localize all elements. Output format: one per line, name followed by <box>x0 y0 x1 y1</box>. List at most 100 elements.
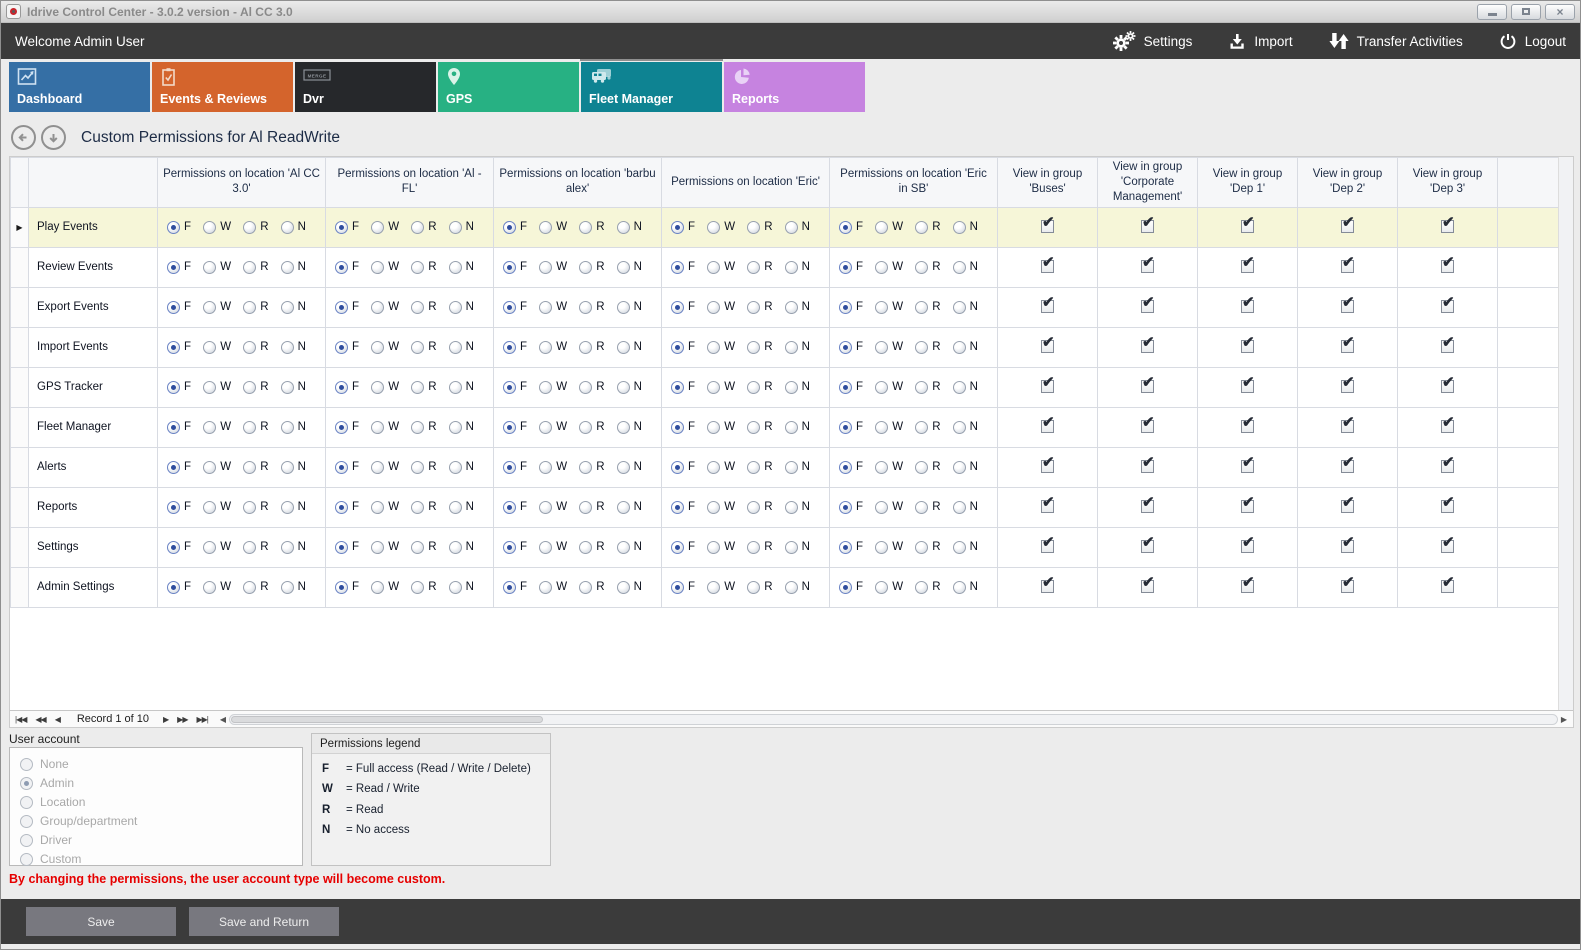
radio-R[interactable] <box>411 420 425 434</box>
radio-N[interactable] <box>616 380 630 394</box>
radio-option-N[interactable]: N <box>784 260 810 274</box>
user-account-option-admin[interactable]: Admin <box>20 776 302 790</box>
radio-F-selected[interactable] <box>335 580 348 594</box>
radio-R[interactable] <box>747 540 761 554</box>
radio-option-N[interactable]: N <box>784 380 810 394</box>
radio-option-W[interactable]: W <box>371 220 399 234</box>
radio-unselected[interactable] <box>20 795 33 809</box>
checkbox-checked[interactable] <box>1441 293 1455 314</box>
radio-F-selected[interactable] <box>167 460 180 474</box>
radio-F-selected[interactable] <box>503 380 516 394</box>
checkbox-checked[interactable] <box>1441 333 1455 354</box>
radio-option-N[interactable]: N <box>280 380 306 394</box>
radio-option-N[interactable]: N <box>952 220 978 234</box>
radio-F-selected[interactable] <box>503 540 516 554</box>
radio-W[interactable] <box>539 380 553 394</box>
radio-option-F[interactable]: F <box>839 300 863 314</box>
checkbox-checked[interactable] <box>1341 533 1355 554</box>
radio-option-N[interactable]: N <box>952 580 978 594</box>
user-account-option-none[interactable]: None <box>20 757 302 771</box>
radio-N[interactable] <box>280 460 294 474</box>
radio-R[interactable] <box>915 300 929 314</box>
radio-W[interactable] <box>707 380 721 394</box>
radio-R[interactable] <box>579 580 593 594</box>
toolbar-action-import[interactable]: Import <box>1228 32 1293 50</box>
radio-W[interactable] <box>203 580 217 594</box>
radio-option-N[interactable]: N <box>616 420 642 434</box>
radio-option-F[interactable]: F <box>503 340 527 354</box>
radio-option-N[interactable]: N <box>280 260 306 274</box>
radio-option-R[interactable]: R <box>579 220 605 234</box>
radio-W[interactable] <box>707 420 721 434</box>
scroll-left-icon[interactable]: ◀ <box>219 714 227 724</box>
radio-option-R[interactable]: R <box>579 300 605 314</box>
radio-option-N[interactable]: N <box>952 460 978 474</box>
radio-R[interactable] <box>747 500 761 514</box>
radio-option-F[interactable]: F <box>839 420 863 434</box>
radio-option-N[interactable]: N <box>616 340 642 354</box>
minimize-button[interactable] <box>1477 3 1507 20</box>
checkbox-checked[interactable] <box>1241 213 1255 234</box>
radio-W[interactable] <box>707 500 721 514</box>
radio-option-R[interactable]: R <box>243 260 269 274</box>
checkbox-checked[interactable] <box>1141 493 1155 514</box>
radio-option-N[interactable]: N <box>784 580 810 594</box>
checkbox-checked[interactable] <box>1141 213 1155 234</box>
radio-W[interactable] <box>203 460 217 474</box>
checkbox-checked[interactable] <box>1441 413 1455 434</box>
radio-R[interactable] <box>579 260 593 274</box>
radio-option-F[interactable]: F <box>839 260 863 274</box>
radio-option-F[interactable]: F <box>503 260 527 274</box>
radio-F-selected[interactable] <box>503 500 516 514</box>
radio-F-selected[interactable] <box>839 460 852 474</box>
radio-W[interactable] <box>707 220 721 234</box>
radio-option-W[interactable]: W <box>539 300 567 314</box>
radio-option-F[interactable]: F <box>503 380 527 394</box>
radio-F-selected[interactable] <box>671 300 684 314</box>
radio-option-W[interactable]: W <box>707 500 735 514</box>
radio-option-W[interactable]: W <box>539 580 567 594</box>
radio-F-selected[interactable] <box>167 300 180 314</box>
radio-N[interactable] <box>784 580 798 594</box>
radio-option-W[interactable]: W <box>539 340 567 354</box>
radio-option-F[interactable]: F <box>671 340 695 354</box>
radio-F-selected[interactable] <box>839 580 852 594</box>
radio-option-R[interactable]: R <box>915 220 941 234</box>
radio-W[interactable] <box>371 300 385 314</box>
scroll-right-icon[interactable]: ▶ <box>1560 714 1567 724</box>
radio-option-R[interactable]: R <box>915 580 941 594</box>
checkbox-checked[interactable] <box>1241 533 1255 554</box>
radio-option-N[interactable]: N <box>280 460 306 474</box>
toolbar-action-settings[interactable]: Settings <box>1112 31 1192 51</box>
radio-N[interactable] <box>448 260 462 274</box>
radio-R[interactable] <box>411 380 425 394</box>
radio-option-F[interactable]: F <box>503 540 527 554</box>
radio-R[interactable] <box>411 540 425 554</box>
radio-W[interactable] <box>539 420 553 434</box>
radio-option-N[interactable]: N <box>280 300 306 314</box>
radio-N[interactable] <box>280 420 294 434</box>
radio-option-R[interactable]: R <box>747 540 773 554</box>
radio-N[interactable] <box>280 260 294 274</box>
checkbox-checked[interactable] <box>1241 333 1255 354</box>
radio-option-R[interactable]: R <box>243 500 269 514</box>
radio-R[interactable] <box>243 300 257 314</box>
radio-N[interactable] <box>784 540 798 554</box>
radio-option-W[interactable]: W <box>707 300 735 314</box>
radio-option-N[interactable]: N <box>280 580 306 594</box>
radio-W[interactable] <box>371 420 385 434</box>
radio-option-N[interactable]: N <box>784 220 810 234</box>
radio-R[interactable] <box>243 340 257 354</box>
close-button[interactable]: × <box>1545 3 1575 20</box>
radio-R[interactable] <box>747 580 761 594</box>
checkbox-checked[interactable] <box>1041 213 1055 234</box>
radio-option-F[interactable]: F <box>671 540 695 554</box>
radio-option-N[interactable]: N <box>952 260 978 274</box>
radio-option-F[interactable]: F <box>671 500 695 514</box>
radio-option-F[interactable]: F <box>167 220 191 234</box>
radio-option-W[interactable]: W <box>875 380 903 394</box>
radio-option-R[interactable]: R <box>411 340 437 354</box>
radio-option-W[interactable]: W <box>539 220 567 234</box>
radio-F-selected[interactable] <box>839 220 852 234</box>
radio-option-R[interactable]: R <box>579 540 605 554</box>
